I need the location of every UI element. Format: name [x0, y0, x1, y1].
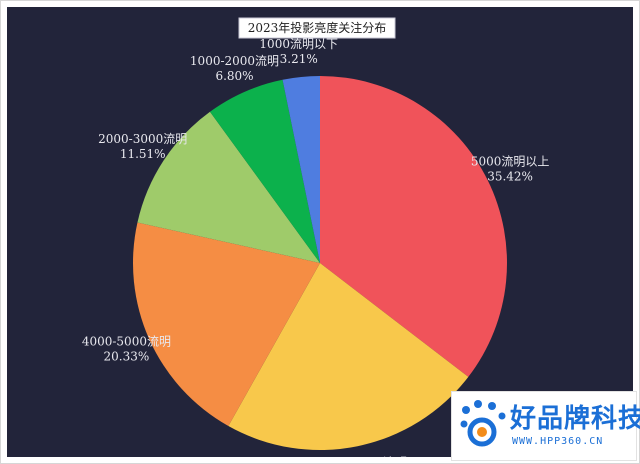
chart-title: 2023年投影亮度关注分布	[238, 17, 396, 39]
brand-url: WWW.HPP360.CN	[512, 436, 604, 447]
pie-slice-label-0: 5000流明以上 35.42%	[471, 154, 550, 183]
pie-slice-0	[320, 76, 507, 377]
brand-logo-icon	[460, 400, 506, 447]
pie-slice-4	[209, 79, 320, 263]
pie-slice-3	[137, 111, 320, 263]
chart-title-box	[238, 17, 396, 39]
pie-slices	[132, 76, 507, 450]
pie-slice-5	[282, 76, 320, 263]
pie-slice-label-2: 4000-5000流明 20.33%	[82, 335, 171, 364]
chart-title-text: 2023年投影亮度关注分布	[248, 20, 387, 35]
pie-slice-label-3: 2000-3000流明 11.51%	[98, 132, 187, 161]
brand-watermark: 好品牌科技网 WWW.HPP360.CN	[451, 391, 640, 461]
pie-slice-2	[132, 222, 320, 427]
pie-slice-1	[228, 263, 469, 450]
brand-name: 好品牌科技网	[510, 404, 640, 434]
pie-slice-label-5: 1000流明以下 3.21%	[259, 37, 338, 66]
pie-slice-label-1: 3000-4000流明22.73%	[318, 456, 407, 457]
pie-slice-label-4: 1000-2000流明 6.80%	[190, 54, 279, 83]
